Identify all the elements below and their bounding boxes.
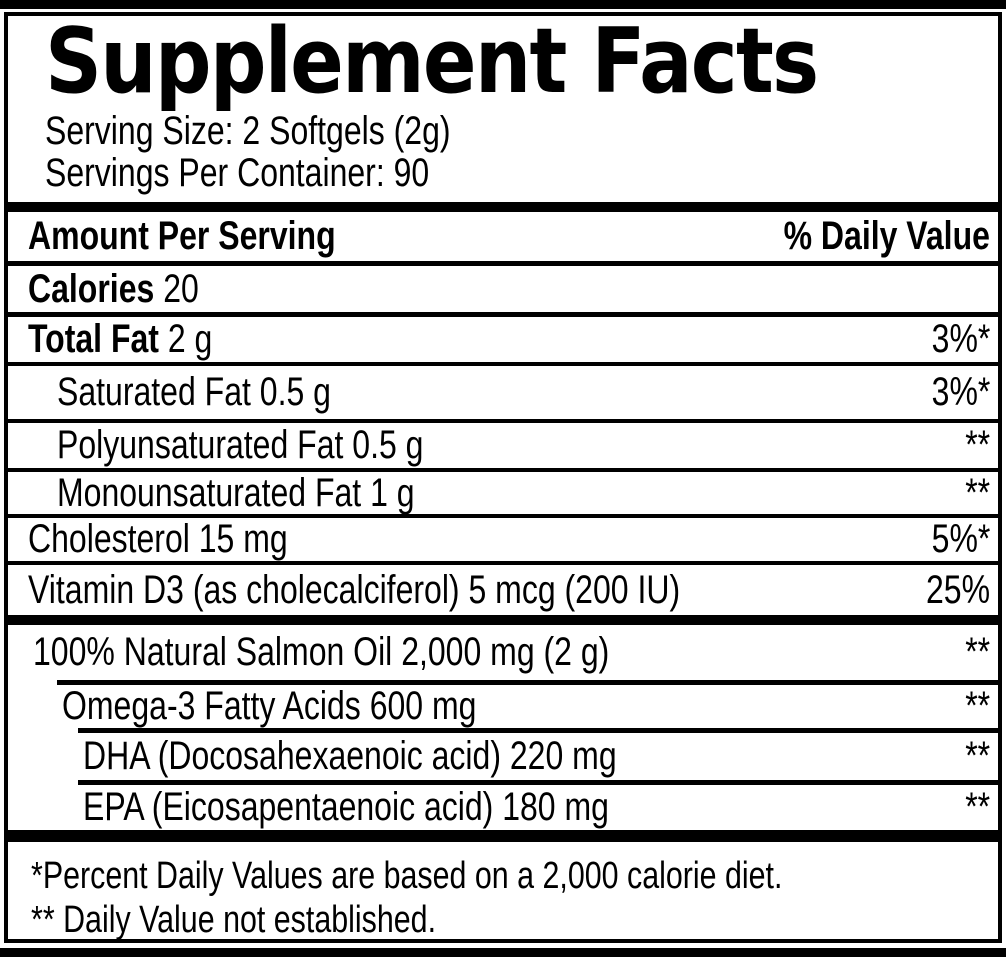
nutrient-text: DHA (Docosahexaenoic acid) 220 mg (83, 734, 617, 779)
table-row-cholesterol: Cholesterol 15 mg 5%* (8, 517, 998, 565)
calories-name: Calories (28, 266, 155, 311)
table-row-omega-3: Omega-3 Fatty Acids 600 mg ** (8, 684, 998, 729)
panel-title-text: Supplement Facts (45, 9, 819, 114)
daily-value: ** (965, 423, 990, 467)
indented-separator (78, 728, 998, 733)
serving-size-text: Serving Size: 2 Softgels (2g) (45, 109, 451, 153)
daily-value: 3%* (931, 317, 990, 361)
table-row-vitamin-d3: Vitamin D3 (as cholecalciferol) 5 mcg (2… (8, 565, 998, 615)
nutrient-amount: 180 mg (502, 785, 609, 829)
panel-title: Supplement Facts (45, 9, 978, 114)
table-row-epa: EPA (Eicosapentaenoic acid) 180 mg ** (8, 785, 998, 830)
nutrient-name: Monounsaturated Fat (57, 470, 362, 515)
table-row-saturated-fat: Saturated Fat 0.5 g 3%* (8, 366, 998, 423)
daily-value: 5%* (931, 517, 990, 561)
footnote-daily-values: *Percent Daily Values are based on a 2,0… (31, 855, 783, 897)
daily-value: 25% (925, 567, 990, 612)
daily-value: 3%* (931, 370, 990, 414)
panel-header: Supplement Facts Serving Size: 2 Softgel… (8, 16, 998, 202)
nutrient-text: Cholesterol 15 mg (28, 517, 288, 562)
daily-value-header: % Daily Value (783, 214, 990, 258)
nutrient-name: EPA (Eicosapentaenoic acid) (83, 785, 494, 829)
nutrient-name: Polyunsaturated Fat (57, 423, 344, 467)
column-header-row: Amount Per Serving % Daily Value (8, 212, 998, 266)
nutrient-amount: 2 g (167, 317, 213, 361)
table-row-salmon-oil: 100% Natural Salmon Oil 2,000 mg (2 g) *… (8, 625, 998, 680)
nutrient-amount: 1 g (370, 470, 415, 515)
nutrient-amount: 600 mg (369, 684, 477, 728)
calories-text: Calories 20 (28, 267, 199, 312)
section-divider-3 (8, 830, 998, 842)
nutrient-text: EPA (Eicosapentaenoic acid) 180 mg (83, 785, 609, 830)
nutrient-text: Saturated Fat 0.5 g (57, 370, 331, 415)
nutrient-text: 100% Natural Salmon Oil 2,000 mg (2 g) (33, 630, 609, 675)
servings-per-container-text: Servings Per Container: 90 (45, 151, 430, 195)
section-divider-2 (8, 615, 998, 625)
nutrient-name: Vitamin D3 (as cholecalciferol) (28, 567, 460, 612)
footnotes: *Percent Daily Values are based on a 2,0… (8, 842, 998, 942)
nutrient-name: Omega-3 Fatty Acids (62, 684, 361, 728)
table-row-dha: DHA (Docosahexaenoic acid) 220 mg ** (8, 733, 998, 780)
nutrient-text: Polyunsaturated Fat 0.5 g (57, 423, 423, 468)
nutrient-text: Total Fat 2 g (28, 317, 212, 362)
nutrient-name: Saturated Fat (57, 370, 251, 414)
nutrient-text: Monounsaturated Fat 1 g (57, 471, 415, 516)
nutrient-amount: 5 mcg (200 IU) (468, 567, 681, 612)
nutrient-name: 100% Natural Salmon Oil (33, 630, 393, 674)
section-divider-1 (8, 202, 998, 212)
nutrient-name: Cholesterol (28, 517, 190, 561)
daily-value: ** (965, 630, 990, 674)
daily-value: ** (965, 470, 990, 515)
calories-row: Calories 20 (8, 266, 998, 317)
footnote-not-established: ** Daily Value not established. (31, 899, 437, 941)
top-border-bar (0, 0, 1006, 9)
indented-separator (78, 780, 998, 785)
supplement-facts-panel: Supplement Facts Serving Size: 2 Softgel… (4, 12, 1002, 943)
amount-per-serving-header: Amount Per Serving (28, 214, 336, 258)
indented-separator (57, 680, 998, 685)
servings-per-container-line: Servings Per Container: 90 (45, 152, 978, 194)
nutrient-name: Total Fat (28, 317, 159, 361)
calories-value: 20 (163, 266, 199, 311)
serving-size-line: Serving Size: 2 Softgels (2g) (45, 110, 978, 152)
nutrient-amount: 0.5 g (352, 423, 424, 467)
table-row-total-fat: Total Fat 2 g 3%* (8, 317, 998, 366)
nutrient-amount: 0.5 g (259, 370, 331, 414)
bottom-border-bar (0, 948, 1006, 957)
daily-value: ** (965, 684, 990, 728)
nutrient-amount: 220 mg (509, 734, 617, 778)
nutrient-amount: 15 mg (198, 517, 288, 561)
table-row-monounsaturated-fat: Monounsaturated Fat 1 g ** (8, 470, 998, 518)
daily-value: ** (965, 785, 990, 829)
nutrient-text: Omega-3 Fatty Acids 600 mg (62, 684, 476, 729)
nutrient-text: Vitamin D3 (as cholecalciferol) 5 mcg (2… (28, 568, 680, 613)
daily-value: ** (965, 734, 990, 778)
nutrient-name: DHA (Docosahexaenoic acid) (83, 734, 501, 778)
table-row-polyunsaturated-fat: Polyunsaturated Fat 0.5 g ** (8, 423, 998, 472)
nutrient-amount: 2,000 mg (2 g) (401, 630, 610, 674)
